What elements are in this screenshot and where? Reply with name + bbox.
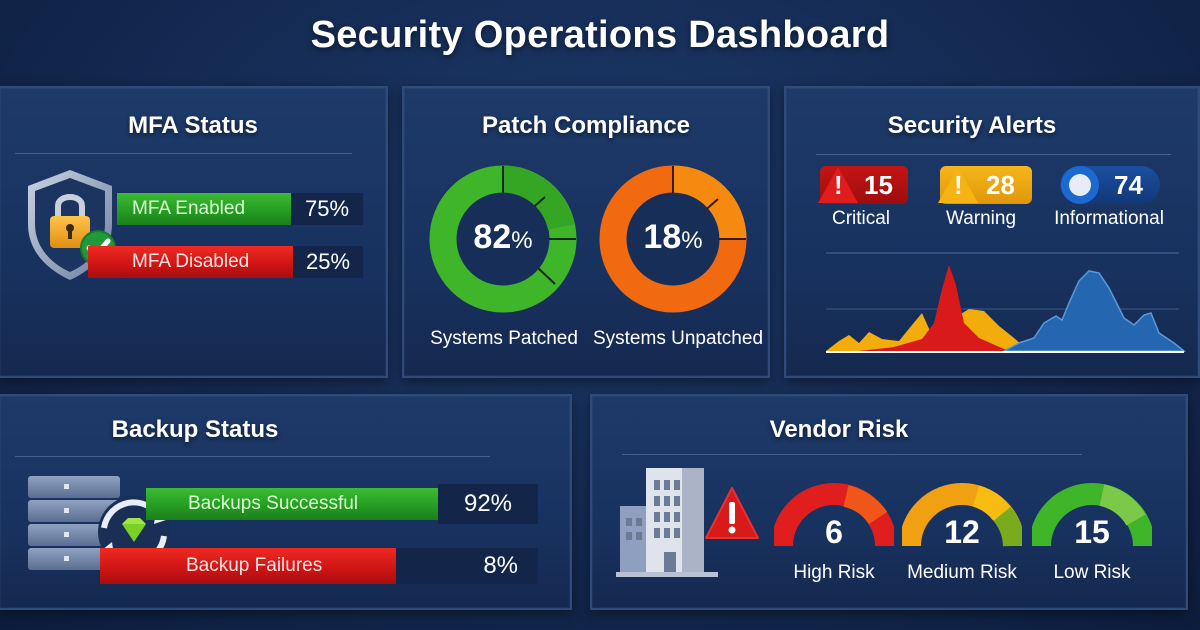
bar-value: 25%: [305, 249, 351, 274]
bar-value: 92%: [463, 490, 513, 517]
high-risk-count: 6: [825, 514, 843, 550]
backups-successful-value-box: 92%: [438, 484, 538, 524]
unpatched-label: Systems Unpatched: [592, 328, 764, 349]
bar-label: MFA Disabled: [132, 251, 250, 272]
warning-icon-glyph: !: [954, 170, 963, 200]
warning-triangle-icon: [818, 167, 858, 203]
medium-risk-gauge: [902, 483, 1022, 547]
security-alerts-panel: Security Alerts ! 15 Critical ! 28 Warni…: [784, 86, 1200, 378]
mfa-status-panel: MFA Status MFA Enabled 75% MFA Disabled …: [0, 86, 388, 378]
patched-percent: 82%: [473, 218, 533, 256]
warning-triangle-icon: [938, 167, 978, 203]
patched-donut-chart: [429, 165, 577, 313]
low-risk-count: 15: [1074, 514, 1110, 550]
divider: [816, 154, 1171, 155]
panel-title: Vendor Risk: [769, 416, 909, 443]
building-warning-icon: [616, 468, 759, 577]
backup-failures-value-box: 8%: [396, 548, 538, 584]
bar-label: MFA Enabled: [132, 198, 246, 219]
critical-count: 15: [864, 169, 893, 200]
panel-title: Security Alerts: [887, 112, 1057, 139]
backup-status-panel: Backup Status Backups Successful 92% Bac…: [0, 394, 572, 610]
mfa-enabled-value-box: 75%: [291, 193, 363, 225]
unpatched-percent: 18%: [643, 218, 703, 256]
warning-badge: ! 28: [938, 166, 1032, 204]
dashboard-title: Security Operations Dashboard: [310, 14, 890, 56]
patch-compliance-panel: Patch Compliance 82% Systems Patched 18%…: [402, 86, 770, 378]
low-risk-label: Low Risk: [1053, 562, 1131, 583]
panel-title: MFA Status: [128, 112, 258, 139]
warning-label: Warning: [945, 208, 1017, 229]
divider: [15, 456, 490, 457]
medium-risk-label: Medium Risk: [907, 562, 1017, 583]
bar-label: Backup Failures: [186, 555, 323, 576]
bar-label: Backups Successful: [188, 493, 359, 514]
alerts-trend-area-chart: [826, 252, 1187, 353]
divider: [622, 454, 1082, 455]
vendor-risk-panel: Vendor Risk 6 High Risk 12 Medium Risk: [590, 394, 1188, 610]
mfa-disabled-value-box: 25%: [293, 246, 363, 278]
high-risk-gauge: [774, 483, 894, 547]
critical-label: Critical: [831, 208, 891, 229]
medium-risk-count: 12: [944, 514, 980, 550]
divider: [15, 153, 352, 154]
informational-badge: 74: [1060, 166, 1160, 204]
critical-icon-glyph: !: [834, 170, 843, 200]
low-risk-gauge: [1032, 483, 1152, 547]
patched-label: Systems Patched: [430, 328, 578, 349]
unpatched-donut-chart: [599, 165, 747, 313]
bar-value: 75%: [304, 196, 350, 221]
high-risk-label: High Risk: [793, 562, 875, 583]
backups-successful-bar: Backups Successful: [146, 488, 438, 520]
mfa-disabled-bar: MFA Disabled: [88, 246, 293, 278]
panel-title: Backup Status: [111, 416, 279, 443]
warning-count: 28: [986, 169, 1015, 200]
bar-value: 8%: [483, 552, 518, 579]
informational-count: 74: [1114, 169, 1143, 200]
info-dot-icon: [1061, 166, 1099, 204]
critical-badge: ! 15: [818, 166, 908, 204]
panel-title: Patch Compliance: [481, 112, 691, 139]
mfa-enabled-bar: MFA Enabled: [117, 193, 291, 225]
informational-label: Informational: [1054, 208, 1164, 229]
backup-failures-bar: Backup Failures: [100, 548, 396, 584]
